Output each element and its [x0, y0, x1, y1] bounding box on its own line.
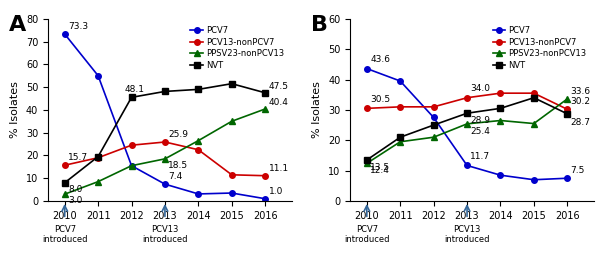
Text: 3.0: 3.0	[68, 196, 82, 206]
Y-axis label: % Isolates: % Isolates	[10, 81, 20, 138]
Legend: PCV7, PCV13-nonPCV7, PPSV23-nonPCV13, NVT: PCV7, PCV13-nonPCV7, PPSV23-nonPCV13, NV…	[489, 23, 590, 73]
Text: 13.5: 13.5	[370, 163, 390, 172]
Text: 11.7: 11.7	[470, 152, 491, 161]
Text: PCV7
introduced: PCV7 introduced	[344, 225, 389, 244]
Text: 15.7: 15.7	[68, 153, 88, 162]
Text: 8.0: 8.0	[68, 185, 82, 194]
Text: 28.7: 28.7	[571, 118, 590, 127]
Text: 7.5: 7.5	[571, 166, 585, 175]
Text: 18.5: 18.5	[168, 161, 188, 170]
Text: 30.5: 30.5	[370, 95, 390, 104]
Text: 34.0: 34.0	[470, 84, 490, 93]
Text: 25.9: 25.9	[168, 130, 188, 139]
Text: 25.4: 25.4	[470, 127, 490, 136]
Text: 1.0: 1.0	[269, 187, 283, 196]
Text: 30.2: 30.2	[571, 97, 590, 106]
Text: 40.4: 40.4	[269, 98, 289, 107]
Text: 33.6: 33.6	[571, 87, 591, 96]
Text: 11.1: 11.1	[269, 165, 289, 173]
Text: B: B	[311, 15, 328, 35]
Y-axis label: % Isolates: % Isolates	[313, 81, 322, 138]
Text: PCV13
introduced: PCV13 introduced	[142, 225, 188, 244]
Text: 12.4: 12.4	[370, 166, 390, 175]
Text: 73.3: 73.3	[68, 22, 88, 31]
Text: 7.4: 7.4	[168, 172, 182, 181]
Text: PCV13
introduced: PCV13 introduced	[444, 225, 490, 244]
Text: A: A	[9, 15, 26, 35]
Text: 43.6: 43.6	[370, 55, 390, 64]
Text: 48.1: 48.1	[125, 85, 145, 94]
Text: 47.5: 47.5	[269, 81, 289, 91]
Legend: PCV7, PCV13-nonPCV7, PPSV23-nonPCV13, NVT: PCV7, PCV13-nonPCV7, PPSV23-nonPCV13, NV…	[187, 23, 288, 73]
Text: 28.9: 28.9	[470, 116, 490, 125]
Text: PCV7
introduced: PCV7 introduced	[42, 225, 88, 244]
